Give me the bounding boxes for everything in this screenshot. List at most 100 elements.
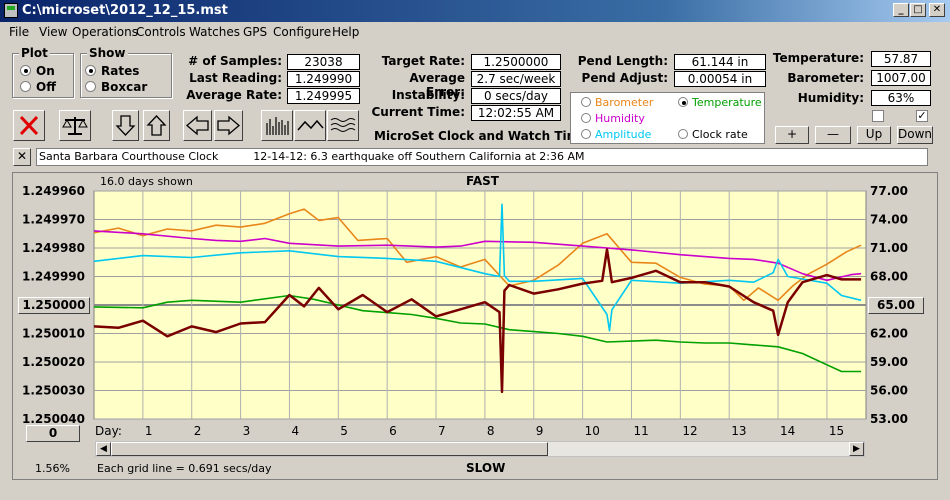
menu-view[interactable]: View: [39, 25, 68, 39]
right-tick-label: 68.00: [870, 270, 908, 284]
x-tick-label: 14: [780, 424, 795, 438]
left-tick-label: 1.250020: [22, 355, 85, 369]
scroll-right-arrow[interactable]: ▶: [849, 442, 864, 456]
x-tick-label: 13: [731, 424, 746, 438]
x-tick-label: 12: [682, 424, 697, 438]
multi-wave-icon: [330, 118, 356, 132]
left-tick-label: 1.249970: [22, 213, 85, 227]
show-boxcar-radio[interactable]: Boxcar: [85, 80, 147, 94]
current-time-label: Current Time:: [371, 105, 465, 119]
menu-file[interactable]: File: [9, 25, 30, 39]
average-error-value: 2.7 sec/week: [471, 71, 561, 87]
slow-label: SLOW: [466, 461, 506, 475]
arrow-up-button[interactable]: [143, 110, 170, 141]
last-reading-value: 1.249990: [287, 71, 360, 87]
close-window-button[interactable]: ✕: [929, 3, 945, 17]
pend-length-label: Pend Length:: [577, 54, 668, 68]
percent-label: 1.56%: [35, 462, 70, 475]
zero-button[interactable]: 0: [26, 425, 80, 442]
arrow-right-icon: [217, 115, 241, 136]
window-title: C:\microset\2012_12_15.mst: [22, 3, 228, 18]
maximize-button[interactable]: □: [910, 3, 926, 17]
right-tick-label: 77.00: [870, 184, 908, 198]
legend-temperature[interactable]: Temperature: [678, 96, 762, 109]
series-line-temperature: [93, 294, 862, 373]
arrow-left-button[interactable]: [183, 110, 212, 141]
left-reference-button[interactable]: 1.250000: [18, 297, 90, 314]
message-close-button[interactable]: ✕: [13, 148, 31, 166]
menu-controls[interactable]: Controls: [136, 25, 186, 39]
x-tick-label: 2: [194, 424, 202, 438]
menu-help[interactable]: Help: [332, 25, 360, 39]
left-tick-label: 1.250010: [22, 327, 85, 341]
scroll-thumb[interactable]: [111, 442, 548, 456]
grid-note: Each grid line = 0.691 secs/day: [97, 462, 272, 475]
right-tick-label: 74.00: [870, 213, 908, 227]
arrow-right-button[interactable]: [214, 110, 243, 141]
target-rate-label: Target Rate:: [381, 54, 465, 68]
days-shown-label: 16.0 days shown: [100, 175, 193, 188]
series-line-humidity: [93, 230, 862, 282]
balance-button[interactable]: [59, 110, 91, 141]
x-tick-label: 4: [291, 424, 299, 438]
balance-scale-icon: [62, 117, 88, 135]
menu-gps[interactable]: GPS: [243, 25, 268, 39]
humidity-value: 63%: [871, 90, 931, 106]
legend-clock-rate[interactable]: Clock rate: [678, 128, 748, 141]
up-button[interactable]: Up: [857, 126, 891, 144]
last-reading-label: Last Reading:: [189, 71, 282, 85]
barometer-value: 1007.00: [871, 70, 931, 86]
plot-off-radio[interactable]: Off: [20, 80, 56, 94]
x-tick-label: 11: [633, 424, 648, 438]
instability-label: Instability:: [391, 88, 465, 102]
down-button[interactable]: Down: [897, 126, 933, 144]
minimize-button[interactable]: _: [893, 3, 909, 17]
stop-button[interactable]: [13, 110, 45, 141]
right-checkbox[interactable]: ✓: [916, 109, 928, 122]
legend-amplitude[interactable]: Amplitude: [581, 128, 651, 141]
x-tick-label: 7: [438, 424, 446, 438]
legend-barometer[interactable]: Barometer: [581, 96, 653, 109]
app-icon[interactable]: [4, 3, 18, 18]
horizontal-scrollbar[interactable]: ◀ ▶: [95, 441, 865, 457]
right-tick-label: 71.00: [870, 241, 908, 255]
right-tick-label: 62.00: [870, 327, 908, 341]
right-tick-label: 59.00: [870, 355, 908, 369]
multiwave-button[interactable]: [327, 110, 359, 141]
series-line-barometer: [93, 208, 862, 302]
scroll-left-arrow[interactable]: ◀: [96, 442, 111, 456]
histogram-button[interactable]: [261, 110, 293, 141]
right-reference-button[interactable]: 65.00: [868, 297, 924, 314]
average-rate-value: 1.249995: [287, 88, 360, 104]
samples-label: # of Samples:: [188, 54, 282, 68]
show-rates-radio[interactable]: Rates: [85, 64, 139, 78]
series-legend: Barometer Temperature Humidity Amplitude…: [570, 92, 765, 144]
current-time-value: 12:02:55 AM: [471, 105, 561, 121]
plot-on-radio[interactable]: On: [20, 64, 55, 78]
show-group-title: Show: [87, 46, 128, 60]
arrow-left-icon: [185, 115, 209, 136]
x-tick-label: 10: [585, 424, 600, 438]
wave-button[interactable]: [294, 110, 326, 141]
plus-button[interactable]: +: [775, 126, 809, 144]
left-tick-label: 1.250030: [22, 384, 85, 398]
wave-icon: [297, 119, 324, 131]
average-error-label: Average Error:: [409, 71, 465, 99]
menu-operations[interactable]: Operations: [72, 25, 138, 39]
menu-configure[interactable]: Configure: [273, 25, 332, 39]
pend-adjust-label: Pend Adjust:: [581, 71, 668, 85]
arrow-down-button[interactable]: [112, 110, 139, 141]
x-tick-label: 9: [536, 424, 544, 438]
target-rate-value[interactable]: 1.2500000: [471, 54, 561, 70]
plot-group: Plot: [12, 46, 74, 98]
pend-adjust-value: 0.00054 in: [674, 71, 766, 87]
right-tick-label: 56.00: [870, 384, 908, 398]
legend-humidity[interactable]: Humidity: [581, 112, 645, 125]
minus-button[interactable]: —: [815, 126, 851, 144]
left-tick-label: 1.249980: [22, 241, 85, 255]
series-line-amplitude: [93, 203, 862, 332]
app-caption: MicroSet Clock and Watch Timer: [374, 129, 594, 143]
menu-watches[interactable]: Watches: [189, 25, 240, 39]
left-checkbox[interactable]: [872, 110, 884, 122]
